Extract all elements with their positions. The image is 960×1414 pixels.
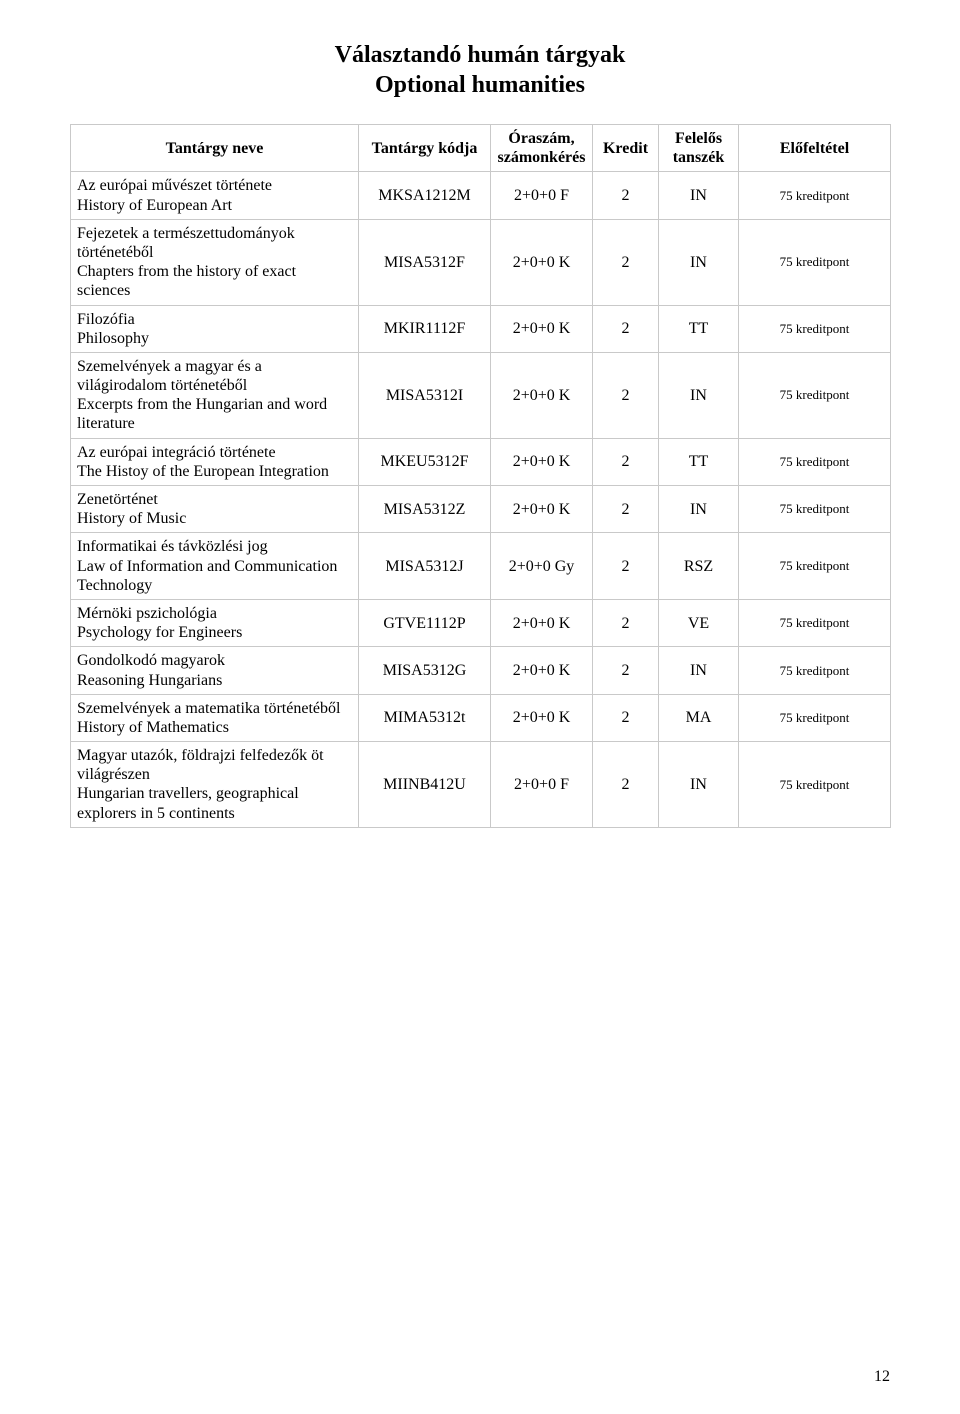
title-line-2: Optional humanities	[70, 70, 890, 100]
cell-department: IN	[659, 219, 739, 305]
cell-hours: 2+0+0 K	[491, 305, 593, 352]
page-title: Választandó humán tárgyak Optional human…	[70, 40, 890, 100]
table-header-row: Tantárgy neve Tantárgy kódja Óraszám, sz…	[71, 125, 891, 172]
cell-prerequisite: 75 kreditpont	[739, 438, 891, 485]
cell-course-name: ZenetörténetHistory of Music	[71, 486, 359, 533]
cell-credit: 2	[593, 599, 659, 646]
table-row: FilozófiaPhilosophyMKIR1112F2+0+0 K2TT75…	[71, 305, 891, 352]
cell-credit: 2	[593, 172, 659, 219]
cell-course-code: MISA5312Z	[359, 486, 491, 533]
cell-course-name: Szemelvények a magyar és a világirodalom…	[71, 352, 359, 438]
cell-course-code: MISA5312F	[359, 219, 491, 305]
cell-course-code: MKEU5312F	[359, 438, 491, 485]
table-row: Szemelvények a magyar és a világirodalom…	[71, 352, 891, 438]
table-row: Az európai művészet történeteHistory of …	[71, 172, 891, 219]
cell-credit: 2	[593, 647, 659, 694]
cell-course-name: Gondolkodó magyarokReasoning Hungarians	[71, 647, 359, 694]
cell-course-name: FilozófiaPhilosophy	[71, 305, 359, 352]
cell-course-code: MIINB412U	[359, 742, 491, 828]
cell-course-code: MISA5312G	[359, 647, 491, 694]
cell-hours: 2+0+0 F	[491, 172, 593, 219]
col-header-code: Tantárgy kódja	[359, 125, 491, 172]
cell-prerequisite: 75 kreditpont	[739, 533, 891, 600]
cell-department: IN	[659, 352, 739, 438]
cell-prerequisite: 75 kreditpont	[739, 694, 891, 741]
cell-credit: 2	[593, 352, 659, 438]
cell-hours: 2+0+0 K	[491, 352, 593, 438]
cell-course-code: MKSA1212M	[359, 172, 491, 219]
cell-prerequisite: 75 kreditpont	[739, 486, 891, 533]
cell-credit: 2	[593, 219, 659, 305]
col-header-name: Tantárgy neve	[71, 125, 359, 172]
table-row: Fejezetek a természettudományok történet…	[71, 219, 891, 305]
cell-course-code: MIMA5312t	[359, 694, 491, 741]
col-header-credit: Kredit	[593, 125, 659, 172]
courses-table: Tantárgy neve Tantárgy kódja Óraszám, sz…	[70, 124, 891, 828]
cell-course-code: MKIR1112F	[359, 305, 491, 352]
cell-credit: 2	[593, 694, 659, 741]
cell-prerequisite: 75 kreditpont	[739, 647, 891, 694]
cell-department: TT	[659, 305, 739, 352]
cell-department: VE	[659, 599, 739, 646]
table-row: Gondolkodó magyarokReasoning HungariansM…	[71, 647, 891, 694]
cell-course-name: Magyar utazók, földrajzi felfedezők öt v…	[71, 742, 359, 828]
cell-course-code: GTVE1112P	[359, 599, 491, 646]
cell-prerequisite: 75 kreditpont	[739, 219, 891, 305]
cell-department: MA	[659, 694, 739, 741]
cell-credit: 2	[593, 305, 659, 352]
cell-hours: 2+0+0 K	[491, 438, 593, 485]
col-header-hours: Óraszám, számonkérés	[491, 125, 593, 172]
cell-prerequisite: 75 kreditpont	[739, 742, 891, 828]
col-header-prereq: Előfeltétel	[739, 125, 891, 172]
cell-hours: 2+0+0 K	[491, 486, 593, 533]
cell-course-code: MISA5312I	[359, 352, 491, 438]
table-row: Magyar utazók, földrajzi felfedezők öt v…	[71, 742, 891, 828]
cell-department: IN	[659, 647, 739, 694]
cell-department: IN	[659, 486, 739, 533]
cell-course-code: MISA5312J	[359, 533, 491, 600]
cell-course-name: Fejezetek a természettudományok történet…	[71, 219, 359, 305]
cell-department: TT	[659, 438, 739, 485]
col-header-dept: Felelős tanszék	[659, 125, 739, 172]
cell-course-name: Az európai művészet történeteHistory of …	[71, 172, 359, 219]
document-page: Választandó humán tárgyak Optional human…	[0, 0, 960, 1414]
cell-course-name: Az európai integráció történeteThe Histo…	[71, 438, 359, 485]
cell-prerequisite: 75 kreditpont	[739, 305, 891, 352]
page-number: 12	[874, 1368, 890, 1386]
cell-credit: 2	[593, 438, 659, 485]
cell-department: IN	[659, 172, 739, 219]
cell-prerequisite: 75 kreditpont	[739, 599, 891, 646]
title-line-1: Választandó humán tárgyak	[70, 40, 890, 70]
cell-credit: 2	[593, 486, 659, 533]
cell-department: IN	[659, 742, 739, 828]
table-row: Szemelvények a matematika történetébőlHi…	[71, 694, 891, 741]
cell-hours: 2+0+0 K	[491, 599, 593, 646]
cell-course-name: Szemelvények a matematika történetébőlHi…	[71, 694, 359, 741]
cell-prerequisite: 75 kreditpont	[739, 172, 891, 219]
cell-credit: 2	[593, 742, 659, 828]
table-row: Az európai integráció történeteThe Histo…	[71, 438, 891, 485]
cell-course-name: Informatikai és távközlési jogLaw of Inf…	[71, 533, 359, 600]
cell-hours: 2+0+0 F	[491, 742, 593, 828]
cell-hours: 2+0+0 K	[491, 647, 593, 694]
cell-prerequisite: 75 kreditpont	[739, 352, 891, 438]
table-row: Mérnöki pszichológiaPsychology for Engin…	[71, 599, 891, 646]
cell-credit: 2	[593, 533, 659, 600]
cell-department: RSZ	[659, 533, 739, 600]
cell-hours: 2+0+0 K	[491, 694, 593, 741]
cell-hours: 2+0+0 Gy	[491, 533, 593, 600]
cell-course-name: Mérnöki pszichológiaPsychology for Engin…	[71, 599, 359, 646]
cell-hours: 2+0+0 K	[491, 219, 593, 305]
table-row: Informatikai és távközlési jogLaw of Inf…	[71, 533, 891, 600]
table-row: ZenetörténetHistory of MusicMISA5312Z2+0…	[71, 486, 891, 533]
